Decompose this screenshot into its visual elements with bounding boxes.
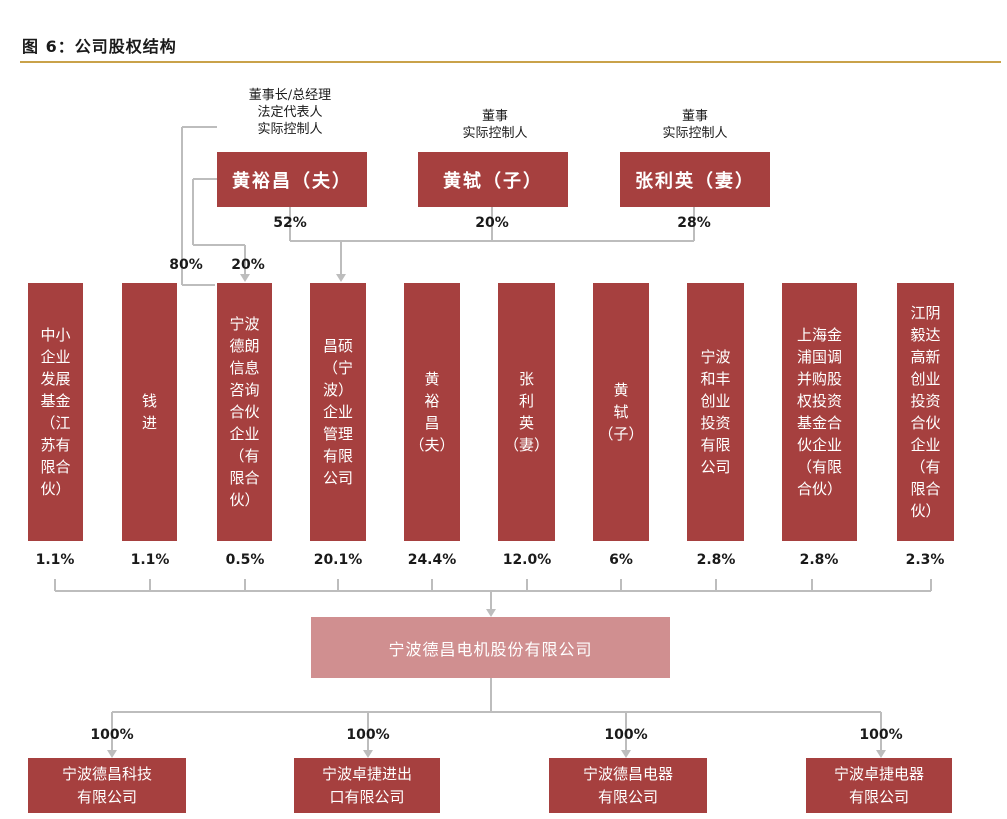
subsidiary-box: 宁波德昌电器 有限公司 [549,758,707,813]
shareholder-box: 江阴 毅达 高新 创业 投资 合伙 企业 （有 限合 伙） [897,283,954,541]
shareholder-pct: 1.1% [35,552,75,568]
controller-pct: 20% [475,215,509,231]
shareholder-box: 昌硕 （宁 波） 企业 管理 有限 公司 [310,283,366,541]
shareholder-pct: 2.8% [799,552,839,568]
subsidiary-pct: 100% [90,727,134,743]
shareholder-box: 上海金 浦国调 并购股 权投资 基金合 伙企业 （有限 合伙） [782,283,857,541]
shareholder-pct: 12.0% [502,552,552,568]
controller-pct: 52% [273,215,307,231]
controller-roles: 董事 实际控制人 [462,109,528,141]
shareholder-box: 张 利 英 （妻） [498,283,555,541]
subsidiary-box: 宁波卓捷电器 有限公司 [806,758,952,813]
shareholder-pct: 2.3% [905,552,945,568]
shareholder-box: 黄 裕 昌 （夫） [404,283,460,541]
shareholder-pct: 0.5% [225,552,265,568]
controller-box: 张利英（妻） [620,152,770,207]
caption-divider [20,61,1001,63]
controller-box: 黄轼（子） [418,152,568,207]
shareholder-pct: 6% [609,552,633,568]
split-pct-right: 20% [231,257,265,273]
split-pct-left: 80% [169,257,203,273]
shareholder-box: 黄 轼 （子） [593,283,649,541]
shareholder-pct: 20.1% [313,552,363,568]
shareholder-box: 中小 企业 发展 基金 （江 苏有 限合 伙） [28,283,83,541]
subsidiary-box: 宁波德昌科技 有限公司 [28,758,186,813]
subsidiary-pct: 100% [346,727,390,743]
controller-box: 黄裕昌（夫） [217,152,367,207]
subsidiary-pct: 100% [604,727,648,743]
subsidiary-pct: 100% [859,727,903,743]
shareholder-box: 钱 进 [122,283,177,541]
shareholder-box: 宁波 和丰 创业 投资 有限 公司 [687,283,744,541]
company-box: 宁波德昌电机股份有限公司 [311,617,670,678]
figure-caption: 图 6：公司股权结构 [22,37,177,56]
shareholder-pct: 1.1% [130,552,170,568]
controller-roles: 董事 实际控制人 [662,109,728,141]
subsidiary-box: 宁波卓捷进出 口有限公司 [294,758,440,813]
shareholder-pct: 24.4% [407,552,457,568]
shareholder-box: 宁波 德朗 信息 咨询 合伙 企业 （有 限合 伙） [217,283,272,541]
controller-pct: 28% [677,215,711,231]
shareholder-pct: 2.8% [696,552,736,568]
controller-roles: 董事长/总经理 法定代表人 实际控制人 [248,88,332,137]
